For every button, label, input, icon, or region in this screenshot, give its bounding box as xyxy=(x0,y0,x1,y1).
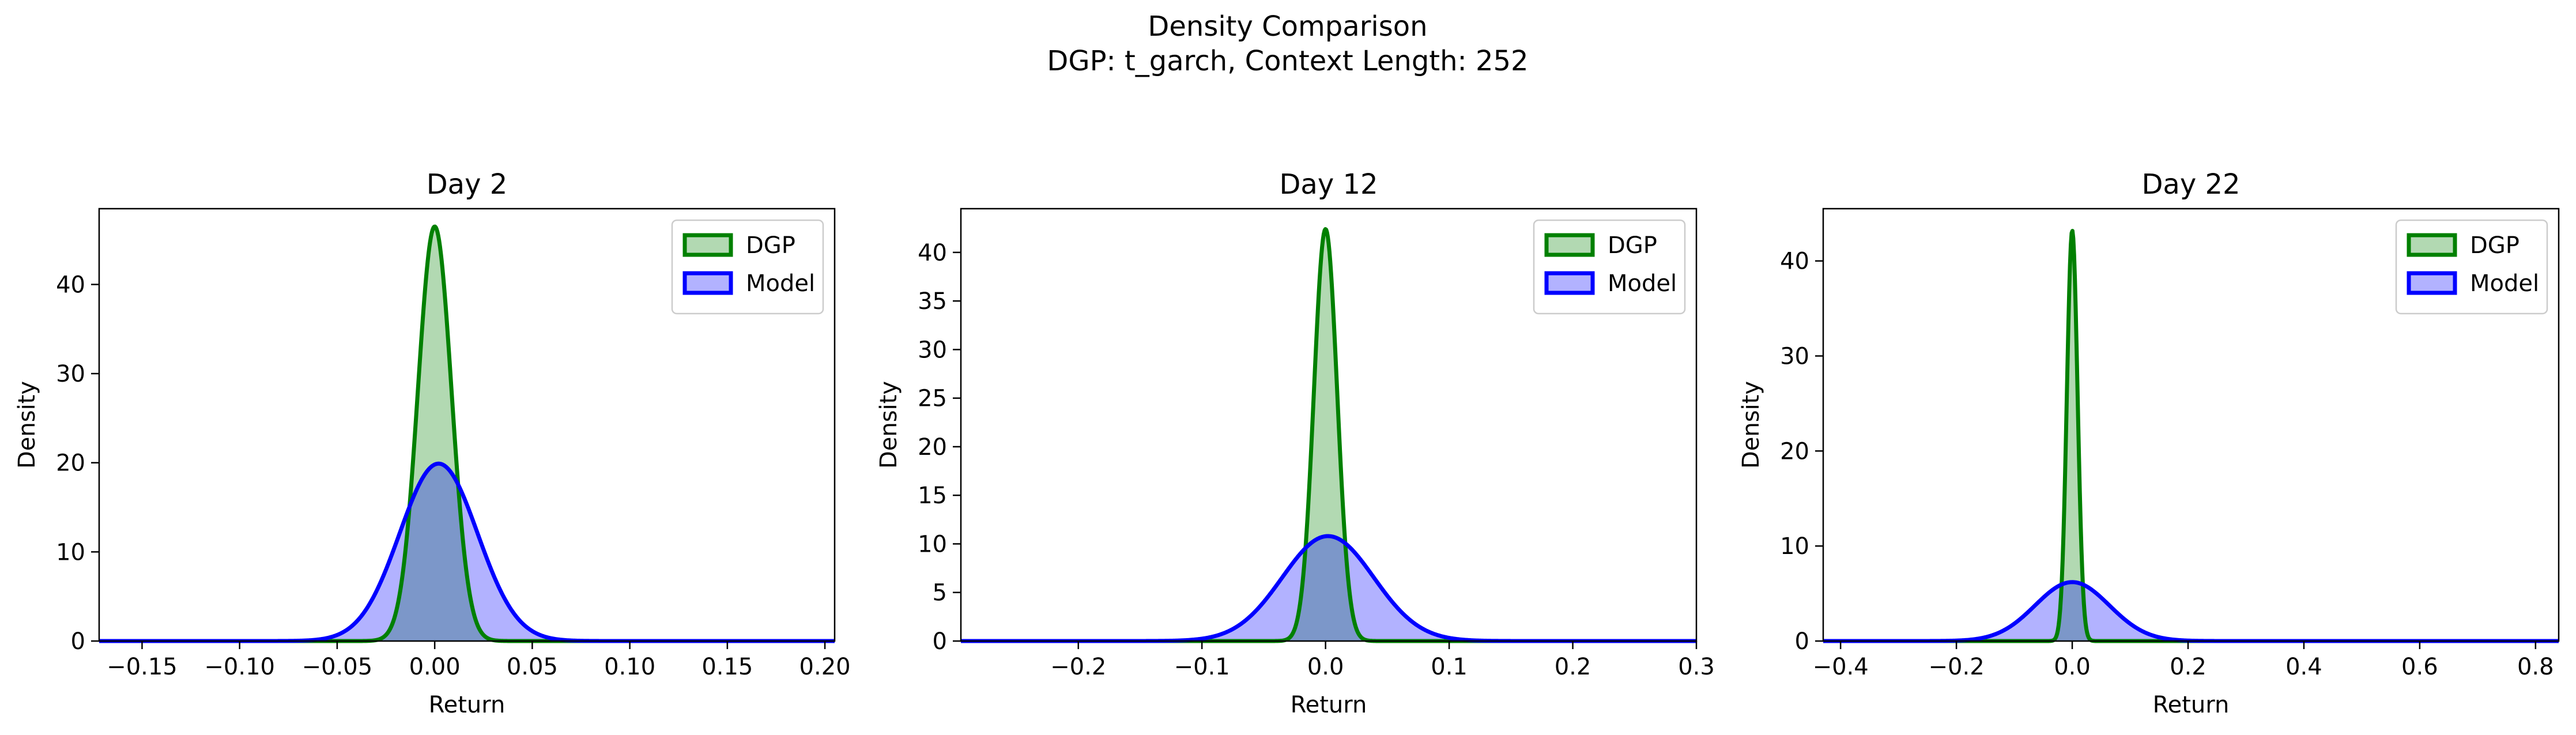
panel-title: Day 12 xyxy=(1279,168,1378,201)
panels: −0.15 −0.10 −0.05 0.00 0.05 0.10 0.15 0.2001020… xyxy=(14,168,2560,718)
legend-box xyxy=(1533,219,1686,315)
legend: DGP Model xyxy=(2395,219,2548,315)
x-tick-label: 0.05 xyxy=(507,654,558,680)
axes-frame-panel-3 xyxy=(1822,208,2560,642)
x-tick-label: 0.2 xyxy=(1555,654,1591,680)
y-tick-label: 0 xyxy=(71,628,85,655)
y-tick-label: 40 xyxy=(918,240,947,266)
x-tick-label: −0.05 xyxy=(302,654,373,680)
x-tick-label: 0.6 xyxy=(2401,654,2438,680)
y-tick-label: 0 xyxy=(933,628,947,655)
x-tick-label: 0.15 xyxy=(701,654,753,680)
panel-2: −0.2 −0.1 0.0 0.1 0.2 0.3 0 5 10 15 20 25 30 35 40 Day … xyxy=(876,168,1715,718)
panel-3: −0.4 −0.2 0.0 0.2 0.4 0.6 0.8 0 10 20 30 40 Day 22 Re… xyxy=(1738,168,2560,718)
legend-box xyxy=(2395,219,2548,315)
axes-frame-panel-1 xyxy=(98,208,836,642)
legend-swatch-model xyxy=(682,271,733,295)
x-tick-label: 0.8 xyxy=(2517,654,2554,680)
legend-label-dgp: DGP xyxy=(2470,232,2520,259)
legend-label-dgp: DGP xyxy=(1608,232,1657,259)
legend-box xyxy=(671,219,824,315)
y-tick-label: 20 xyxy=(56,450,85,477)
x-tick-label: −0.2 xyxy=(1929,654,1985,680)
legend: DGP Model xyxy=(1533,219,1686,315)
x-tick-label: 0.20 xyxy=(799,654,851,680)
y-tick-label: 35 xyxy=(918,288,947,315)
y-axis-label: Density xyxy=(1738,381,1764,469)
y-tick-label: 10 xyxy=(56,539,85,566)
x-axis-label: Return xyxy=(1291,692,1367,718)
x-tick-label: −0.1 xyxy=(1174,654,1230,680)
x-tick-label: −0.10 xyxy=(204,654,275,680)
figure-subtitle: DGP: t_garch, Context Length: 252 xyxy=(1047,45,1528,77)
panel-title: Day 2 xyxy=(427,168,508,201)
x-tick-label: −0.2 xyxy=(1050,654,1106,680)
legend: DGP Model xyxy=(671,219,824,315)
model-density-fill-panel-1 xyxy=(99,463,835,641)
y-tick-label: 25 xyxy=(918,386,947,412)
y-tick-label: 30 xyxy=(918,337,947,363)
legend-swatch-model xyxy=(1544,271,1595,295)
panel-title: Day 22 xyxy=(2141,168,2240,201)
y-tick-label: 20 xyxy=(1780,438,1809,465)
y-axis-label: Density xyxy=(876,381,902,469)
x-tick-label: 0.0 xyxy=(2054,654,2091,680)
y-tick-label: 40 xyxy=(56,272,85,298)
legend-swatch-model xyxy=(2407,271,2457,295)
dgp-density-fill-panel-2 xyxy=(961,229,1696,642)
y-tick-label: 30 xyxy=(56,361,85,387)
figure-title: Density Comparison xyxy=(1148,10,1427,43)
x-tick-label: 0.00 xyxy=(409,654,461,680)
legend-label-model: Model xyxy=(2470,270,2539,297)
x-axis-label: Return xyxy=(2153,692,2230,718)
x-axis-label: Return xyxy=(429,692,506,718)
axes-frame-panel-2 xyxy=(960,208,1698,642)
legend-label-model: Model xyxy=(1608,270,1677,297)
legend-label-model: Model xyxy=(746,270,815,297)
x-tick-label: 0.2 xyxy=(2170,654,2207,680)
x-tick-label: 0.10 xyxy=(604,654,655,680)
x-tick-label: 0.0 xyxy=(1307,654,1344,680)
y-axis-label: Density xyxy=(14,381,40,469)
y-tick-label: 15 xyxy=(918,483,947,509)
y-tick-label: 10 xyxy=(1780,533,1809,560)
x-tick-label: 0.3 xyxy=(1678,654,1715,680)
x-tick-label: 0.1 xyxy=(1431,654,1468,680)
panel-1: −0.15 −0.10 −0.05 0.00 0.05 0.10 0.15 0.20 0 10 20… xyxy=(14,168,851,718)
y-tick-label: 40 xyxy=(1780,248,1809,275)
legend-swatch-dgp xyxy=(682,233,733,257)
x-tick-label: −0.15 xyxy=(107,654,178,680)
x-tick-label: −0.4 xyxy=(1813,654,1869,680)
y-tick-label: 10 xyxy=(918,531,947,557)
legend-label-dgp: DGP xyxy=(746,232,795,259)
y-tick-label: 5 xyxy=(933,580,947,606)
y-tick-label: 0 xyxy=(1795,628,1809,655)
legend-swatch-dgp xyxy=(2407,233,2457,257)
legend-swatch-dgp xyxy=(1544,233,1595,257)
model-density-fill-panel-2 xyxy=(961,536,1696,641)
y-tick-label: 20 xyxy=(918,434,947,461)
y-tick-label: 30 xyxy=(1780,343,1809,370)
x-tick-label: 0.4 xyxy=(2285,654,2322,680)
